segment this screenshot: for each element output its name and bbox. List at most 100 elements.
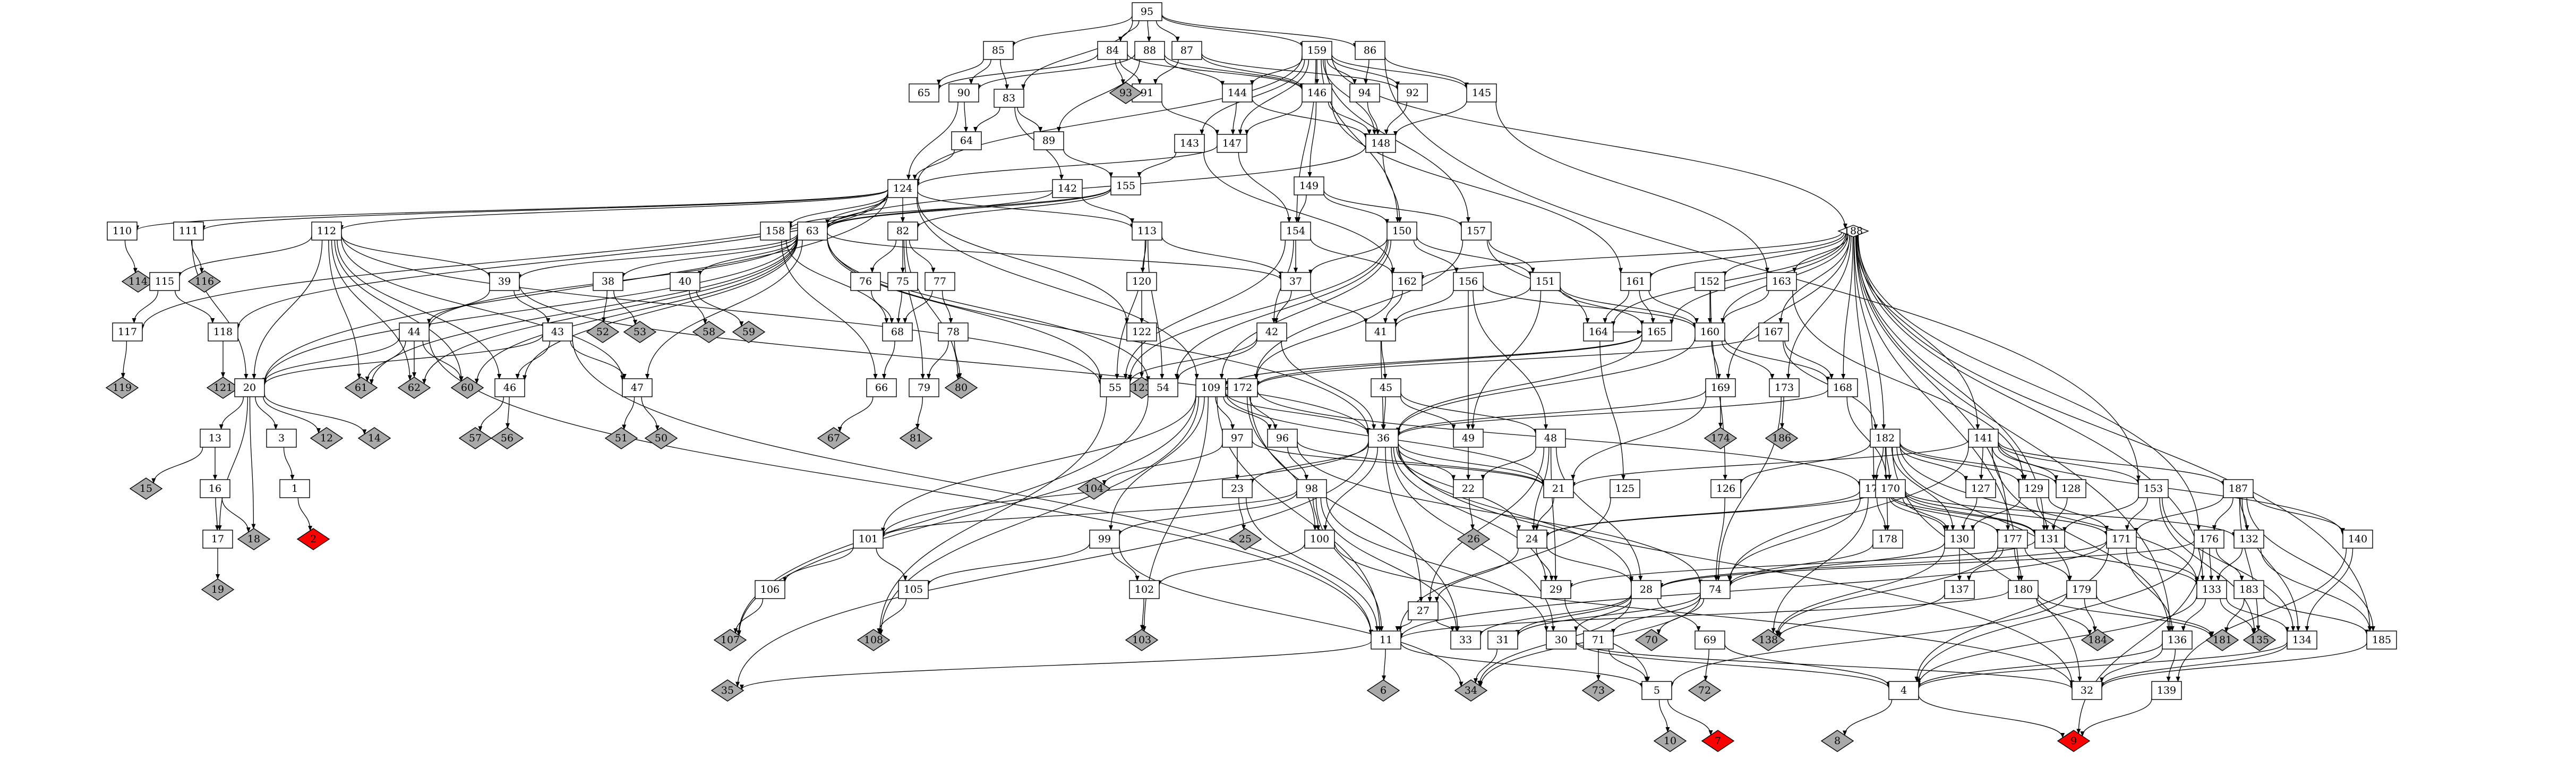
node-diamond-shape [1634, 629, 1668, 651]
edge-23-to-11 [1246, 497, 1380, 632]
edge-86-to-94 [1364, 59, 1370, 84]
node-label: 62 [408, 382, 421, 394]
edge-36-to-35 [735, 444, 1369, 687]
node-box-shape [882, 322, 913, 342]
edge-95-to-87 [1156, 20, 1180, 42]
node-box-shape [1694, 630, 1725, 650]
node-diamond-shape [1454, 679, 1488, 702]
edge-132-to-133 [2216, 548, 2243, 581]
node-box-shape [542, 322, 573, 342]
node-box-shape [1487, 630, 1518, 650]
node-label: 2 [310, 533, 316, 545]
graph-node-186: 186 [1765, 427, 1799, 449]
node-diamond-shape [1765, 427, 1799, 449]
edge-131-to-133 [2064, 543, 2199, 586]
node-box-shape [1052, 179, 1083, 198]
node-box-shape [1033, 131, 1064, 150]
node-diamond-shape [201, 578, 235, 601]
edge-5-to-10 [1658, 699, 1670, 732]
edge-175-to-74 [1727, 497, 1861, 581]
edge-98-to-33 [1320, 497, 1459, 632]
graph-node-109: 109 [1195, 378, 1226, 397]
node-box-shape [2034, 530, 2065, 549]
node-box-shape [1280, 221, 1311, 241]
node-box-shape [1100, 378, 1131, 397]
node-label: 152 [1700, 276, 1719, 287]
node-box-shape [850, 272, 881, 291]
node-diamond-shape [644, 427, 678, 449]
edge-159-to-92 [1331, 57, 1400, 87]
edge-127-to-130 [1961, 497, 1978, 531]
graph-node-161: 161 [1620, 272, 1651, 291]
node-box-shape [1620, 272, 1651, 291]
graph-node-182: 182 [1870, 429, 1901, 448]
edge-143-to-155 [1137, 152, 1177, 177]
node-box-shape [2366, 630, 2397, 650]
graph-node-115: 115 [149, 272, 180, 291]
node-diamond-shape [1581, 679, 1615, 702]
edge-141-to-187 [1998, 441, 2226, 487]
graph-node-101: 101 [853, 530, 884, 549]
node-box-shape [1408, 601, 1439, 620]
edge-133-to-136 [2181, 598, 2206, 632]
edge-160-to-173 [1722, 340, 1775, 379]
node-box-shape [1694, 322, 1725, 342]
edge-175-to-177 [1889, 494, 2000, 534]
edge-37-to-41 [1310, 290, 1368, 324]
edge-112-to-60 [334, 240, 464, 382]
edge-101-to-105 [876, 548, 908, 581]
edge-177-to-179 [2024, 548, 2072, 581]
graph-node-142: 142 [1052, 179, 1083, 198]
node-box-shape [173, 221, 204, 241]
graph-node-177: 177 [1997, 530, 2028, 549]
node-box-shape [1227, 378, 1258, 397]
node-diamond-shape [450, 377, 484, 399]
node-label: 30 [1555, 634, 1568, 646]
graph-node-100: 100 [1304, 530, 1335, 549]
graph-node-163: 163 [1766, 272, 1797, 291]
edge-36-to-32 [1398, 443, 2074, 686]
edge-160-to-36 [1396, 337, 1696, 434]
edge-146-to-147 [1245, 101, 1303, 135]
edge-129-to-131 [2036, 497, 2049, 531]
graph-node-44: 44 [399, 322, 430, 342]
graph-node-81: 81 [899, 427, 933, 449]
node-label: 110 [113, 225, 132, 237]
node-box-shape [887, 272, 918, 291]
node-label: 105 [904, 584, 923, 595]
node-label: 144 [1228, 87, 1247, 99]
graph-node-31: 31 [1487, 630, 1518, 650]
edge-39-to-43 [514, 290, 551, 323]
node-diamond-shape [1366, 679, 1400, 702]
node-diamond-shape [1653, 730, 1687, 752]
node-box-shape [909, 378, 939, 397]
node-diamond-shape [105, 377, 139, 399]
edge-77-to-68 [903, 290, 933, 323]
node-box-shape [1517, 530, 1547, 549]
node-label: 71 [1592, 634, 1605, 646]
edge-77-to-78 [942, 290, 953, 323]
edge-145-to-163 [1495, 101, 1769, 273]
edge-109-to-36 [1225, 392, 1371, 434]
edge-42-to-55 [1128, 337, 1257, 383]
edge-layer [121, 14, 2375, 738]
graph-node-13: 13 [200, 429, 230, 448]
node-box-shape [2342, 530, 2373, 549]
graph-node-88: 88 [1134, 41, 1165, 60]
edge-169-to-21 [1571, 396, 1707, 480]
graph-node-82: 82 [887, 221, 918, 241]
edge-176-to-133 [2209, 548, 2214, 581]
node-label: 67 [827, 432, 840, 444]
node-diamond-shape [732, 321, 766, 343]
graph-node-53: 53 [623, 321, 657, 343]
node-label: 78 [947, 326, 960, 338]
graph-node-43: 43 [542, 322, 573, 342]
edge-171-to-4 [1914, 548, 2109, 682]
node-box-shape [1944, 580, 1975, 599]
edge-69-to-4 [1724, 644, 1891, 687]
node-diamond-shape [310, 427, 344, 449]
node-label: 21 [1552, 483, 1565, 494]
edge-136-to-4 [1916, 643, 2163, 688]
graph-node-61: 61 [344, 377, 378, 399]
graph-node-132: 132 [2233, 530, 2264, 549]
